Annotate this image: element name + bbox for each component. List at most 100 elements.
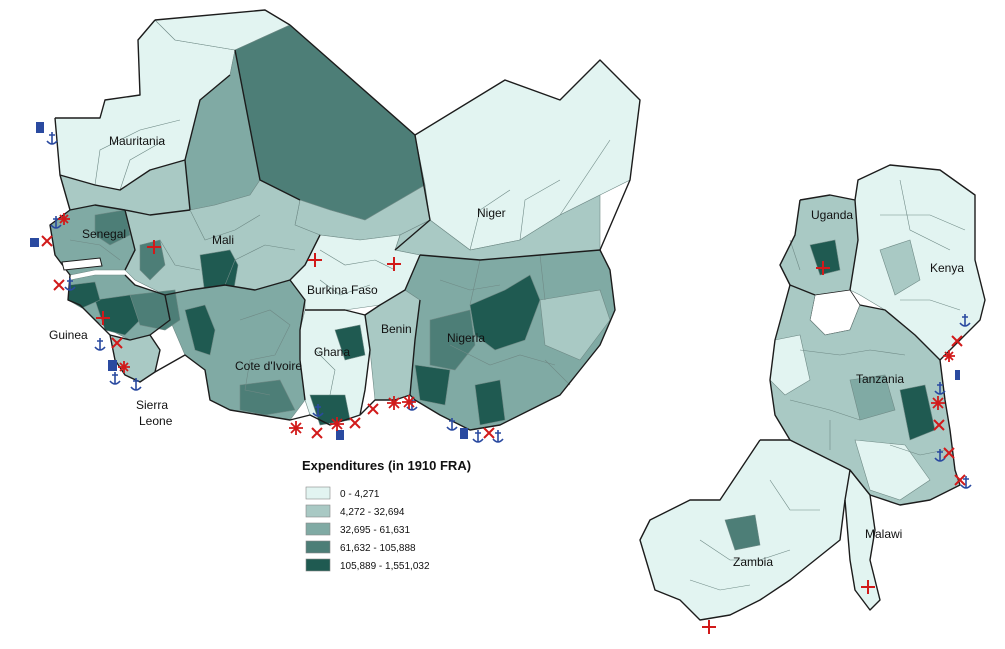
region-nigeria-north-dark	[469, 274, 541, 351]
legend-swatch	[305, 486, 331, 500]
anchor-icon	[109, 372, 121, 385]
label-leone: Leone	[139, 414, 173, 428]
label-uganda: Uganda	[811, 208, 853, 222]
east-africa-map	[639, 164, 986, 621]
legend-title: Expenditures (in 1910 FRA)	[302, 458, 471, 473]
legend-swatch	[305, 522, 331, 536]
region-tanzania-south	[854, 439, 931, 501]
red-asterisk-icon	[289, 421, 303, 435]
west-admin-boundaries	[69, 119, 611, 396]
anchor-icon	[94, 338, 106, 351]
label-senegal: Senegal	[82, 227, 126, 241]
legend-items: 0 - 4,271 4,272 - 32,694 32,695 - 61,631 61…	[305, 486, 430, 572]
label-nigeria: Nigeria	[447, 331, 485, 345]
red-x-icon	[943, 447, 955, 459]
red-x-icon	[111, 337, 123, 349]
red-cross-icon	[816, 261, 830, 275]
label-benin: Benin	[381, 322, 412, 336]
region-zambia-dark	[724, 514, 761, 551]
anchor-icon	[130, 378, 142, 391]
label-mali: Mali	[212, 233, 234, 247]
region-cote-divoire-dark	[184, 304, 216, 356]
red-cross-icon	[96, 311, 110, 325]
red-asterisk-icon	[387, 396, 401, 410]
red-asterisk-icon	[58, 213, 70, 225]
region-nigeria-southeast	[474, 379, 506, 426]
blue-rectangle-icon	[460, 428, 468, 439]
anchor-icon	[960, 476, 972, 489]
map-symbols	[30, 122, 972, 634]
country-labels: Mauritania Senegal Mali Niger Guinea Bur…	[49, 134, 964, 569]
label-malawi: Malawi	[865, 527, 902, 541]
legend-label: 61,632 - 105,888	[340, 543, 416, 554]
east-admin-boundaries	[689, 179, 966, 591]
west-country-borders	[49, 9, 641, 431]
red-asterisk-icon	[931, 396, 945, 410]
red-cross-icon	[147, 240, 161, 254]
region-kenya-mid	[879, 239, 921, 296]
red-asterisk-icon	[330, 417, 344, 431]
red-x-icon	[349, 417, 361, 429]
legend-label: 0 - 4,271	[340, 489, 380, 500]
region-ghana-dark	[334, 324, 366, 361]
label-ghana: Ghana	[314, 345, 350, 359]
blue-rectangle-icon	[30, 238, 39, 247]
red-x-icon-group	[41, 235, 966, 486]
region-cote-divoire-mid	[129, 289, 181, 331]
label-burkina-faso: Burkina Faso	[307, 283, 378, 297]
anchor-icon	[312, 404, 324, 417]
anchor-icon	[46, 132, 58, 145]
east-country-borders	[639, 164, 986, 621]
red-asterisk-icon	[402, 395, 416, 409]
legend-label: 32,695 - 61,631	[340, 525, 410, 536]
blue-rectangle-icon	[955, 370, 960, 380]
red-x-icon	[954, 474, 966, 486]
red-cross-icon	[387, 257, 401, 271]
label-tanzania: Tanzania	[856, 372, 904, 386]
blue-rectangle-icon	[108, 360, 117, 371]
red-x-icon	[41, 235, 53, 247]
red-x-icon	[951, 335, 963, 347]
red-x-icon	[367, 403, 379, 415]
red-cross-icon	[308, 253, 322, 267]
label-mauritania: Mauritania	[109, 134, 165, 148]
anchor-icon	[934, 382, 946, 395]
gambia-notch	[61, 257, 103, 271]
red-cross-icon	[702, 620, 716, 634]
legend-label: 105,889 - 1,551,032	[340, 561, 430, 572]
anchor-icon	[64, 278, 76, 291]
legend-swatch	[305, 540, 331, 554]
region-nigeria-east	[539, 289, 611, 361]
red-x-icon	[53, 279, 65, 291]
region-nigeria-south-dark	[414, 364, 451, 406]
legend-swatch	[305, 558, 331, 572]
blue-rectangle-icon	[336, 430, 344, 440]
red-asterisk-icon	[118, 361, 130, 373]
red-asterisk-icon	[943, 350, 955, 362]
label-niger: Niger	[477, 206, 506, 220]
label-sierra: Sierra	[136, 398, 168, 412]
red-x-icon	[311, 427, 323, 439]
red-x-icon	[483, 427, 495, 439]
anchor-icon	[492, 430, 504, 443]
red-asterisk-icon-group	[58, 213, 955, 435]
anchor-icon	[446, 418, 458, 431]
label-kenya: Kenya	[930, 261, 964, 275]
region-nigeria-mid	[429, 309, 476, 371]
region-mali-kayes	[139, 239, 166, 281]
legend: Expenditures (in 1910 FRA) 0 - 4,271 4,27…	[302, 458, 471, 572]
anchor-icon	[934, 449, 946, 462]
region-cote-divoire-south	[239, 379, 296, 416]
legend-label: 4,272 - 32,694	[340, 507, 405, 518]
region-senegal-east	[94, 209, 131, 246]
red-cross-icon	[861, 580, 875, 594]
label-guinea: Guinea	[49, 328, 88, 342]
legend-swatch	[305, 504, 331, 518]
red-x-icon	[933, 419, 945, 431]
region-uganda-dark	[809, 239, 841, 276]
red-cross-icon-group	[96, 240, 875, 634]
anchor-icon	[959, 314, 971, 327]
region-tanzania-mid	[849, 374, 896, 421]
blue-rectangle-icon	[36, 122, 44, 133]
